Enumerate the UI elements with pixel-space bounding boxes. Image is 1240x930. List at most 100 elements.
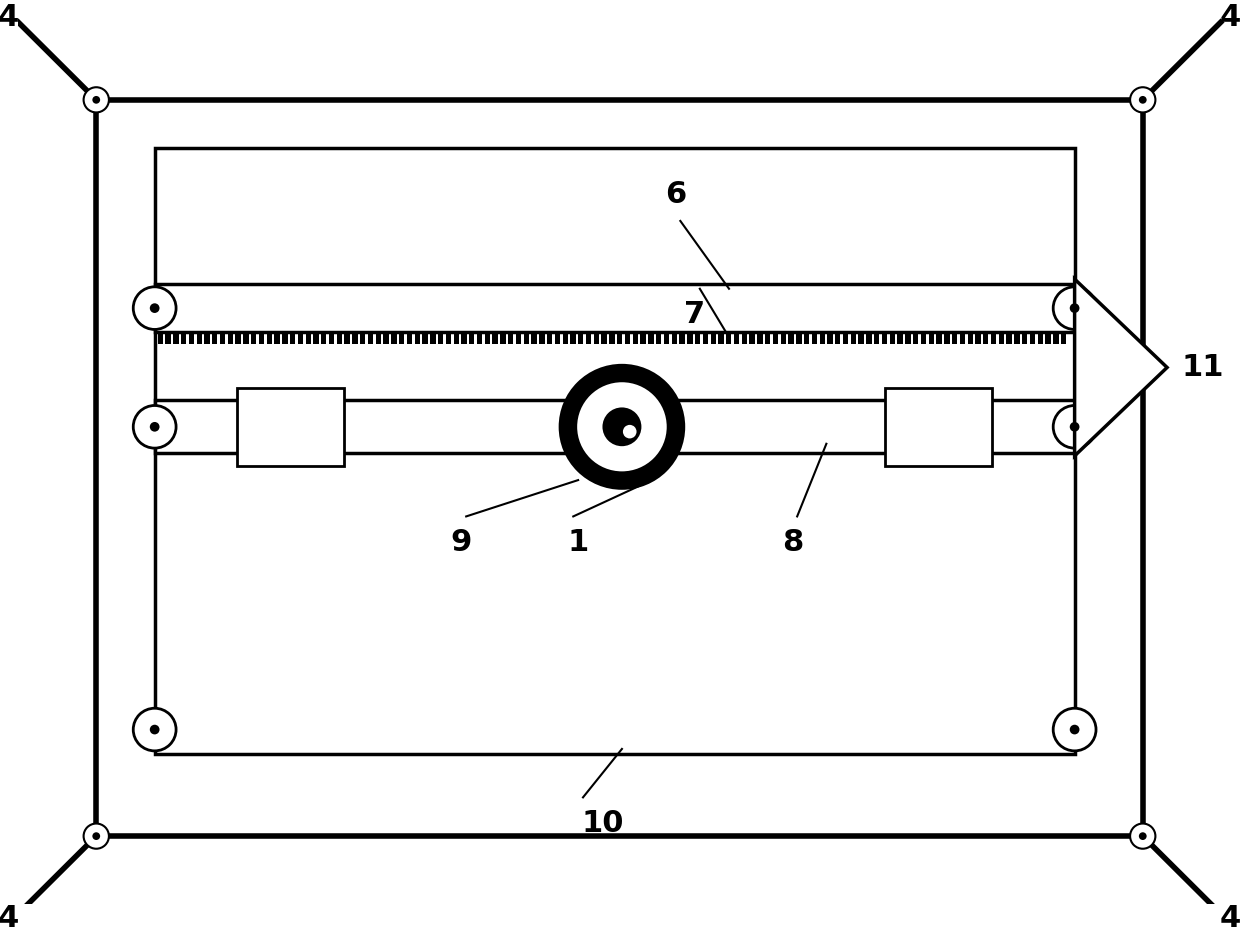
Bar	[181, 332, 186, 344]
Text: 6: 6	[665, 180, 686, 209]
Bar	[680, 332, 684, 344]
Text: 7: 7	[684, 300, 706, 329]
Bar	[237, 388, 345, 466]
Bar	[1038, 332, 1043, 344]
Circle shape	[133, 286, 176, 329]
Circle shape	[1070, 422, 1080, 432]
Bar	[174, 332, 179, 344]
Circle shape	[133, 405, 176, 448]
Bar	[858, 332, 864, 344]
Circle shape	[150, 303, 160, 313]
Bar	[929, 332, 934, 344]
Bar	[1022, 332, 1028, 344]
Bar	[765, 332, 770, 344]
Bar	[188, 332, 195, 344]
Bar	[601, 332, 606, 344]
Bar	[998, 332, 1004, 344]
Circle shape	[1053, 709, 1096, 751]
Bar	[539, 332, 544, 344]
Bar	[703, 332, 708, 344]
Bar	[889, 332, 895, 344]
Bar	[383, 332, 389, 344]
Bar	[376, 332, 381, 344]
Circle shape	[1138, 832, 1147, 840]
Bar	[936, 332, 941, 344]
Bar	[663, 332, 670, 344]
Bar	[155, 400, 1075, 454]
Bar	[781, 332, 786, 344]
Bar	[283, 332, 288, 344]
Bar	[718, 332, 724, 344]
Bar	[789, 332, 794, 344]
Bar	[967, 332, 973, 344]
Bar	[157, 332, 162, 344]
Bar	[594, 332, 599, 344]
Bar	[952, 332, 957, 344]
Bar	[329, 332, 335, 344]
Circle shape	[1070, 303, 1080, 313]
Text: 10: 10	[582, 809, 624, 838]
Bar	[345, 332, 350, 344]
Text: 4: 4	[1220, 3, 1240, 32]
Bar	[314, 332, 319, 344]
Circle shape	[577, 382, 667, 472]
Bar	[960, 332, 965, 344]
Bar	[921, 332, 926, 344]
Bar	[625, 332, 630, 344]
Bar	[976, 332, 981, 344]
Bar	[259, 332, 264, 344]
Bar	[991, 332, 996, 344]
Bar	[305, 332, 311, 344]
Bar	[656, 332, 661, 344]
Bar	[219, 332, 226, 344]
Bar	[694, 332, 701, 344]
Bar	[407, 332, 412, 344]
Bar	[827, 332, 833, 344]
Bar	[570, 332, 575, 344]
Bar	[885, 388, 992, 466]
Bar	[298, 332, 303, 344]
Bar	[687, 332, 692, 344]
Circle shape	[1070, 724, 1080, 735]
Bar	[267, 332, 272, 344]
Bar	[609, 332, 615, 344]
Bar	[352, 332, 357, 344]
Bar	[913, 332, 919, 344]
Bar	[155, 148, 1075, 754]
Text: 1: 1	[568, 528, 589, 557]
Bar	[196, 332, 202, 344]
Bar	[874, 332, 879, 344]
Bar	[205, 332, 210, 344]
Bar	[882, 332, 887, 344]
Bar	[1053, 332, 1059, 344]
Bar	[742, 332, 746, 344]
Bar	[430, 332, 435, 344]
Bar	[1045, 332, 1050, 344]
Bar	[898, 332, 903, 344]
Bar	[274, 332, 280, 344]
Text: 8: 8	[781, 528, 804, 557]
Bar	[1007, 332, 1012, 344]
Circle shape	[1130, 87, 1156, 113]
Circle shape	[150, 724, 160, 735]
Circle shape	[1138, 96, 1147, 104]
Bar	[461, 332, 466, 344]
Bar	[983, 332, 988, 344]
Circle shape	[1053, 405, 1096, 448]
Bar	[454, 332, 459, 344]
Bar	[97, 100, 1143, 836]
Bar	[290, 332, 295, 344]
Circle shape	[622, 425, 636, 438]
Bar	[492, 332, 497, 344]
Bar	[587, 332, 591, 344]
Bar	[563, 332, 568, 344]
Circle shape	[92, 96, 100, 104]
Text: 4: 4	[1220, 904, 1240, 930]
Bar	[523, 332, 529, 344]
Bar	[236, 332, 241, 344]
Bar	[485, 332, 490, 344]
Bar	[773, 332, 779, 344]
Bar	[1030, 332, 1035, 344]
Bar	[1061, 332, 1066, 344]
Bar	[640, 332, 646, 344]
